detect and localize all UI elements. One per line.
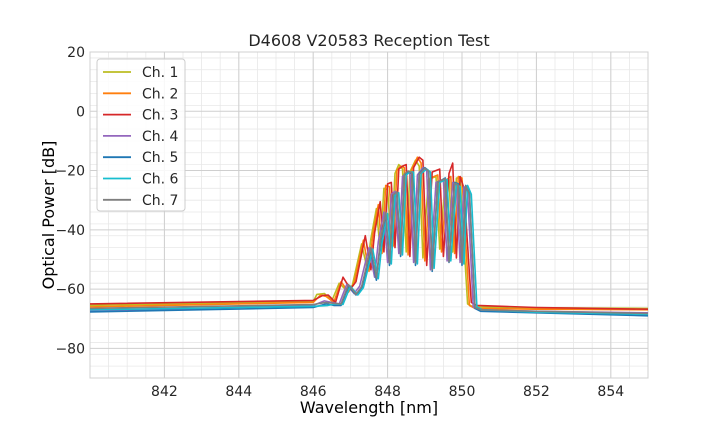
plot-frame [89,51,649,379]
legend-label: Ch. 1 [142,65,178,81]
y-tick-labels: 20 0 −20 −40 −60 −80 [55,45,85,357]
x-tick-labels: 842 844 846 848 850 852 854 [151,384,624,400]
series-line-ch-7 [89,167,649,315]
y-tick-label: −20 [55,164,85,180]
x-tick-label: 852 [523,384,550,400]
y-tick-label: 20 [67,45,85,61]
x-tick-label: 848 [374,384,401,400]
x-axis-title: Wavelength [nm] [300,398,438,417]
legend-label: Ch. 6 [142,172,179,188]
legend-label: Ch. 2 [142,86,178,102]
x-tick-label: 854 [597,384,624,400]
series-lines [89,156,649,317]
legend-label: Ch. 3 [142,108,178,124]
y-tick-label: −60 [55,282,85,298]
legend: Ch. 1 Ch. 2 Ch. 3 Ch. 4 Ch. 5 Ch. 6 Ch. 7 [96,58,186,212]
legend-label: Ch. 4 [142,129,179,145]
x-tick-label: 850 [449,384,476,400]
y-tick-label: −80 [55,341,85,357]
chart-title: D4608 V20583 Reception Test [248,31,489,50]
legend-box [96,58,186,212]
x-tick-label: 846 [300,384,327,400]
legend-label: Ch. 7 [142,193,178,209]
x-tick-label: 842 [151,384,178,400]
y-tick-label: 0 [76,104,85,120]
y-axis-title: Optical Power [dB] [39,141,58,290]
legend-label: Ch. 5 [142,150,178,166]
x-tick-label: 844 [225,384,252,400]
y-tick-label: −40 [55,223,85,239]
